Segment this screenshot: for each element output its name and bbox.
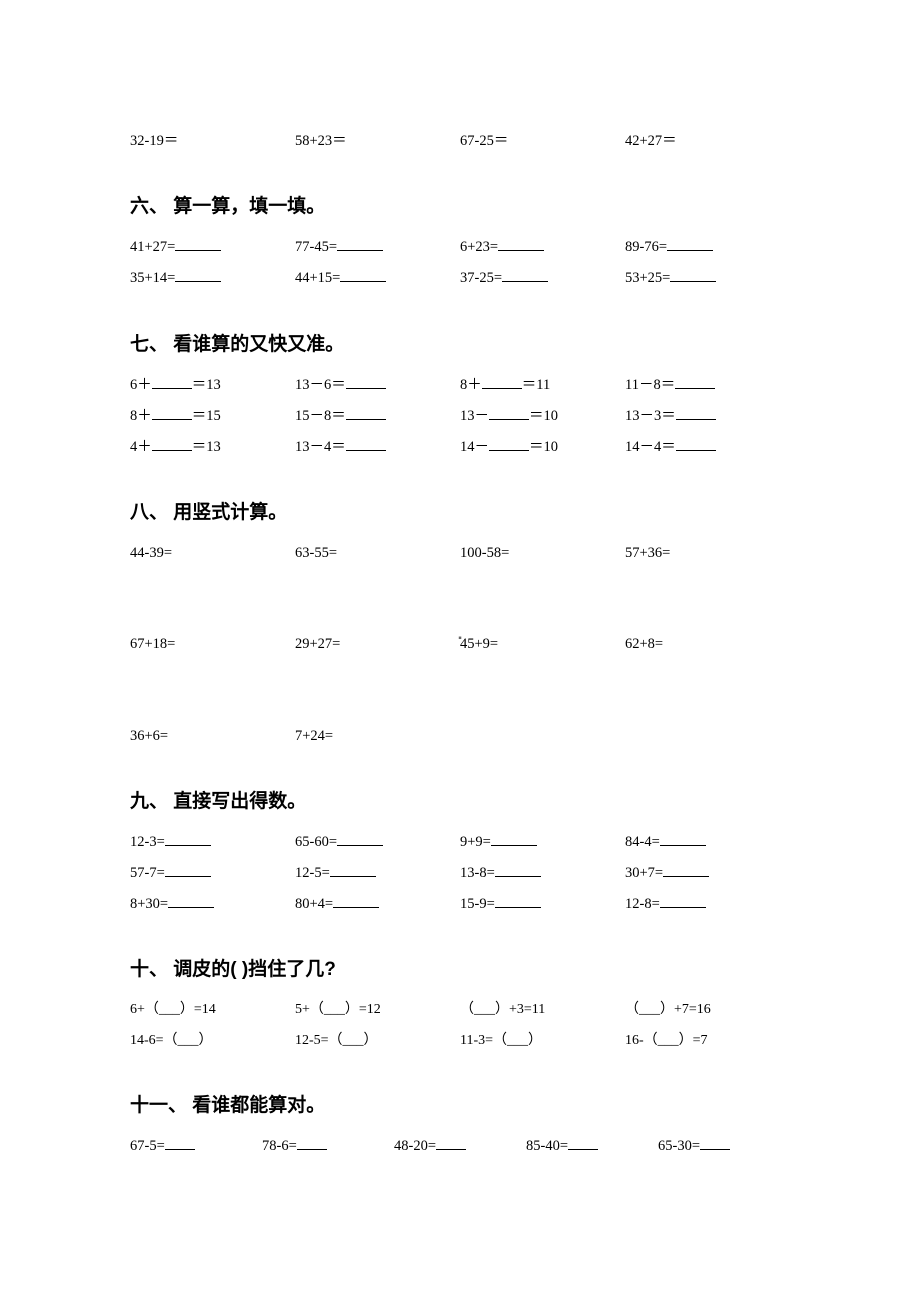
- section-11-body: 67-5=78-6=48-20=85-40=65-30=: [130, 1135, 790, 1158]
- expr: 6＋＝13: [130, 374, 295, 397]
- section-11-title: 十一、 看谁都能算对。: [130, 1090, 790, 1117]
- expr: 45+9=: [460, 633, 625, 656]
- expr: 80+4=: [295, 893, 460, 916]
- expr: 85-40=: [526, 1135, 658, 1158]
- expr: 12-3=: [130, 831, 295, 854]
- section-7-body: 6＋＝1313－6＝8＋＝1111－8＝ 8＋＝1515－8＝13－＝1013－3…: [130, 374, 790, 460]
- expr: 29+27=: [295, 633, 460, 656]
- expr: 35+14=: [130, 267, 295, 290]
- expr: 12-5=（___）: [295, 1030, 460, 1052]
- expr: 13－4＝: [295, 436, 460, 459]
- section-9-title: 九、 直接写出得数。: [130, 786, 790, 813]
- expr: [625, 725, 790, 748]
- expr: 57-7=: [130, 862, 295, 885]
- expr: 58+23＝: [295, 130, 460, 153]
- expr: 57+36=: [625, 542, 790, 565]
- expr: 41+27=: [130, 236, 295, 259]
- expr: 67-25＝: [460, 130, 625, 153]
- expr: 67+18=: [130, 633, 295, 656]
- expr: 84-4=: [625, 831, 790, 854]
- expr: [460, 725, 625, 748]
- section-9-body: 12-3=65-60=9+9=84-4= 57-7=12-5=13-8=30+7=…: [130, 831, 790, 917]
- expr: 89-76=: [625, 236, 790, 259]
- expr: 42+27＝: [625, 130, 790, 153]
- expr: 36+6=: [130, 725, 295, 748]
- expr: 4＋＝13: [130, 436, 295, 459]
- expr: 6+23=: [460, 236, 625, 259]
- expr: 11－8＝: [625, 374, 790, 397]
- expr: （___）+7=16: [625, 999, 790, 1021]
- expr: 48-20=: [394, 1135, 526, 1158]
- prev-section-row: 32-19＝ 58+23＝ 67-25＝ 42+27＝: [130, 130, 790, 153]
- expr: 44-39=: [130, 542, 295, 565]
- section-7-title: 七、 看谁算的又快又准。: [130, 329, 790, 356]
- expr: 63-55=: [295, 542, 460, 565]
- expr: 12-8=: [625, 893, 790, 916]
- expr: 77-45=: [295, 236, 460, 259]
- expr: 65-60=: [295, 831, 460, 854]
- expr: 14-6=（___）: [130, 1030, 295, 1052]
- expr: 13－6＝: [295, 374, 460, 397]
- expr: 100-58=: [460, 542, 625, 565]
- expr: 13-8=: [460, 862, 625, 885]
- expr: 44+15=: [295, 267, 460, 290]
- expr: 30+7=: [625, 862, 790, 885]
- expr: 11-3=（___）: [460, 1030, 625, 1052]
- expr: 32-19＝: [130, 130, 295, 153]
- expr: 14－4＝: [625, 436, 790, 459]
- expr: 67-5=: [130, 1135, 262, 1158]
- expr: 13－＝10: [460, 405, 625, 428]
- section-8-title: 八、 用竖式计算。: [130, 497, 790, 524]
- expr: （___）+3=11: [460, 999, 625, 1021]
- worksheet-page: 32-19＝ 58+23＝ 67-25＝ 42+27＝ 六、 算一算，填一填。 …: [0, 0, 920, 1226]
- expr: 8+30=: [130, 893, 295, 916]
- expr: 9+9=: [460, 831, 625, 854]
- marker-icon: ▪: [458, 633, 462, 644]
- expr: 13－3＝: [625, 405, 790, 428]
- expr: 14－＝10: [460, 436, 625, 459]
- expr: 12-5=: [295, 862, 460, 885]
- expr: 8＋＝15: [130, 405, 295, 428]
- expr: 7+24=: [295, 725, 460, 748]
- expr: 53+25=: [625, 267, 790, 290]
- expr: 8＋＝11: [460, 374, 625, 397]
- expr: 78-6=: [262, 1135, 394, 1158]
- expr: 65-30=: [658, 1135, 790, 1158]
- section-8-body: 44-39=63-55=100-58=57+36= ▪ 67+18=29+27=45…: [130, 542, 790, 748]
- expr: 37-25=: [460, 267, 625, 290]
- section-6-title: 六、 算一算，填一填。: [130, 191, 790, 218]
- expr: 6+（___）=14: [130, 999, 295, 1021]
- expr: 16-（___）=7: [625, 1030, 790, 1052]
- section-10-title: 十、 调皮的( )挡住了几?: [130, 954, 790, 981]
- section-6-body: 41+27=77-45=6+23=89-76= 35+14=44+15=37-25…: [130, 236, 790, 290]
- expr: 62+8=: [625, 633, 790, 656]
- expr: 15-9=: [460, 893, 625, 916]
- section-10-body: 6+（___）=145+（___）=12（___）+3=11（___）+7=16…: [130, 999, 790, 1052]
- expr: 15－8＝: [295, 405, 460, 428]
- expr: 5+（___）=12: [295, 999, 460, 1021]
